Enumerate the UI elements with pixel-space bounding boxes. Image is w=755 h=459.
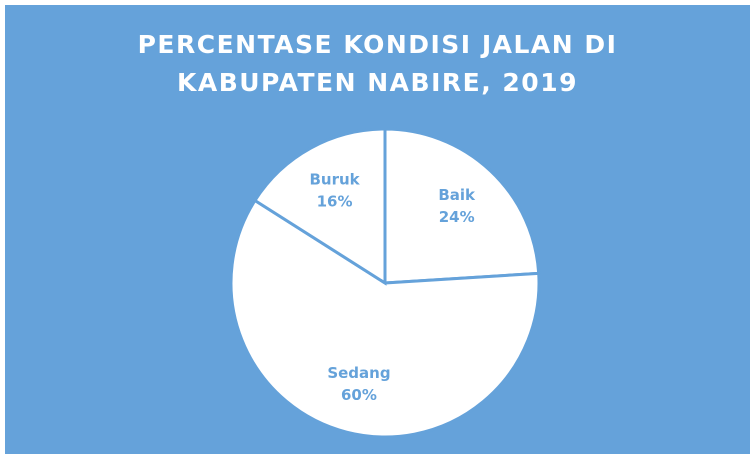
pie-slice <box>383 127 541 285</box>
pie-slice <box>229 198 541 439</box>
slice-value-label: 16% <box>317 193 353 211</box>
slice-category-label: Buruk <box>309 171 360 189</box>
slice-category-label: Sedang <box>327 364 390 382</box>
slice-value-label: 60% <box>341 386 377 404</box>
slice-value-label: 24% <box>439 208 475 226</box>
pie-slice <box>252 127 387 286</box>
slice-category-label: Baik <box>438 186 476 204</box>
chart-title: PERCENTASE KONDISI JALAN DI KABUPATEN NA… <box>137 30 618 97</box>
